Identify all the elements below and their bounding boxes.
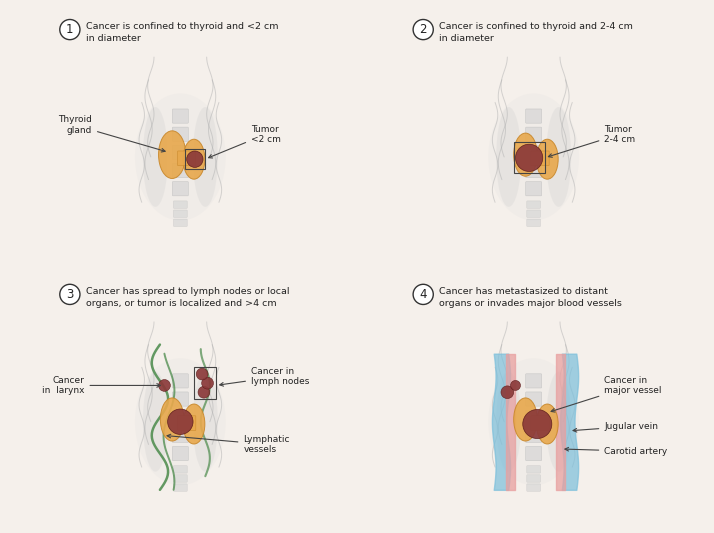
Text: 1: 1 xyxy=(66,23,74,36)
FancyBboxPatch shape xyxy=(531,416,549,431)
Text: Tumor
<2 cm: Tumor <2 cm xyxy=(208,125,281,158)
Text: Cancer in
major vessel: Cancer in major vessel xyxy=(551,376,662,412)
Ellipse shape xyxy=(496,107,521,207)
Ellipse shape xyxy=(193,107,218,207)
Text: Cancer in
lymph nodes: Cancer in lymph nodes xyxy=(220,367,309,386)
FancyBboxPatch shape xyxy=(178,151,196,166)
FancyBboxPatch shape xyxy=(526,428,542,442)
Text: 4: 4 xyxy=(419,288,427,301)
Text: Cancer has metastasized to distant
organs or invades major blood vessels: Cancer has metastasized to distant organ… xyxy=(439,287,622,308)
FancyBboxPatch shape xyxy=(174,484,187,491)
Text: Cancer has spread to lymph nodes or local
organs, or tumor is localized and >4 c: Cancer has spread to lymph nodes or loca… xyxy=(86,287,289,308)
Ellipse shape xyxy=(536,404,558,444)
FancyBboxPatch shape xyxy=(172,428,188,442)
Circle shape xyxy=(196,368,208,380)
Circle shape xyxy=(198,386,210,398)
Ellipse shape xyxy=(143,372,168,472)
FancyBboxPatch shape xyxy=(172,182,188,196)
Circle shape xyxy=(501,386,513,399)
FancyBboxPatch shape xyxy=(172,127,188,141)
Ellipse shape xyxy=(143,107,168,207)
Bar xyxy=(185,149,205,169)
Circle shape xyxy=(60,20,80,39)
Text: Jugular vein: Jugular vein xyxy=(573,422,658,432)
Circle shape xyxy=(168,409,193,434)
FancyBboxPatch shape xyxy=(527,201,540,208)
FancyBboxPatch shape xyxy=(172,410,188,424)
FancyBboxPatch shape xyxy=(174,201,187,208)
Ellipse shape xyxy=(546,107,571,207)
FancyBboxPatch shape xyxy=(526,392,542,406)
FancyBboxPatch shape xyxy=(172,374,188,388)
Ellipse shape xyxy=(513,133,538,176)
Ellipse shape xyxy=(488,93,579,221)
Ellipse shape xyxy=(546,372,571,472)
FancyBboxPatch shape xyxy=(527,484,540,491)
FancyBboxPatch shape xyxy=(527,219,540,227)
Circle shape xyxy=(523,409,552,439)
Circle shape xyxy=(201,377,213,389)
FancyBboxPatch shape xyxy=(172,392,188,406)
Circle shape xyxy=(159,379,171,391)
Circle shape xyxy=(186,151,203,167)
Ellipse shape xyxy=(161,398,184,441)
Text: Tumor
2-4 cm: Tumor 2-4 cm xyxy=(548,125,635,157)
FancyBboxPatch shape xyxy=(174,475,187,482)
Circle shape xyxy=(413,284,433,304)
FancyBboxPatch shape xyxy=(178,416,196,431)
FancyBboxPatch shape xyxy=(527,466,540,473)
Circle shape xyxy=(511,381,521,391)
Ellipse shape xyxy=(536,139,558,179)
FancyBboxPatch shape xyxy=(172,164,188,177)
Text: Cancer
in  larynx: Cancer in larynx xyxy=(42,376,161,395)
Ellipse shape xyxy=(513,398,538,441)
Circle shape xyxy=(60,284,80,304)
Bar xyxy=(513,142,545,173)
Ellipse shape xyxy=(183,139,205,179)
FancyBboxPatch shape xyxy=(174,466,187,473)
Text: 3: 3 xyxy=(66,288,74,301)
Ellipse shape xyxy=(159,131,186,179)
Ellipse shape xyxy=(135,358,226,486)
Ellipse shape xyxy=(183,404,205,444)
Ellipse shape xyxy=(488,358,579,486)
Text: Carotid artery: Carotid artery xyxy=(565,447,668,456)
FancyBboxPatch shape xyxy=(526,182,542,196)
Text: Cancer is confined to thyroid and <2 cm
in diameter: Cancer is confined to thyroid and <2 cm … xyxy=(86,22,278,43)
FancyBboxPatch shape xyxy=(526,410,542,424)
FancyBboxPatch shape xyxy=(526,164,542,177)
FancyBboxPatch shape xyxy=(172,447,188,461)
FancyBboxPatch shape xyxy=(531,151,549,166)
FancyBboxPatch shape xyxy=(527,210,540,217)
Circle shape xyxy=(516,144,543,172)
Text: Thyroid
gland: Thyroid gland xyxy=(59,116,165,152)
FancyBboxPatch shape xyxy=(526,146,542,159)
FancyBboxPatch shape xyxy=(526,447,542,461)
FancyBboxPatch shape xyxy=(526,374,542,388)
FancyBboxPatch shape xyxy=(174,210,187,217)
Text: 2: 2 xyxy=(419,23,427,36)
Text: Lymphatic
vessels: Lymphatic vessels xyxy=(167,434,290,454)
FancyBboxPatch shape xyxy=(527,475,540,482)
FancyBboxPatch shape xyxy=(526,109,542,123)
FancyBboxPatch shape xyxy=(526,127,542,141)
FancyBboxPatch shape xyxy=(172,109,188,123)
Ellipse shape xyxy=(496,372,521,472)
Circle shape xyxy=(413,20,433,39)
FancyBboxPatch shape xyxy=(174,219,187,227)
Bar xyxy=(194,367,216,399)
Ellipse shape xyxy=(135,93,226,221)
FancyBboxPatch shape xyxy=(172,146,188,159)
Ellipse shape xyxy=(193,372,218,472)
Text: Cancer is confined to thyroid and 2-4 cm
in diameter: Cancer is confined to thyroid and 2-4 cm… xyxy=(439,22,633,43)
